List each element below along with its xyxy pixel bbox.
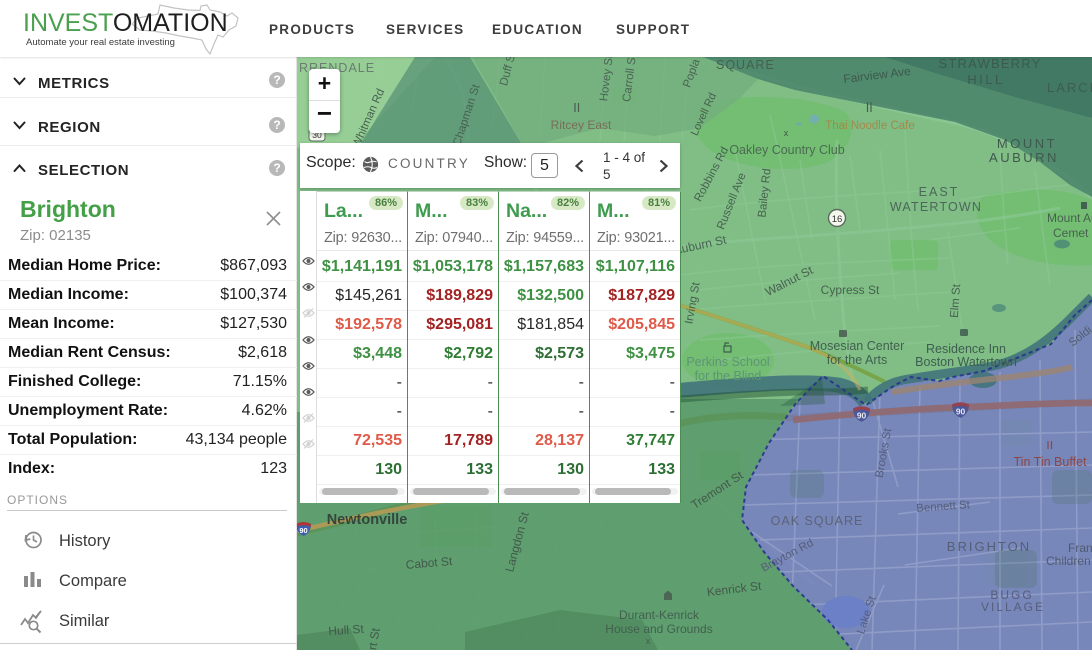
svg-text:Cypress St: Cypress St [821, 283, 880, 297]
svg-text:STRAWBERRY: STRAWBERRY [938, 57, 1041, 71]
svg-text:Tin Tin Buffet: Tin Tin Buffet [1014, 455, 1087, 469]
svg-text:Bennett St: Bennett St [916, 499, 971, 515]
svg-text:x: x [646, 636, 651, 646]
svg-text:90: 90 [299, 526, 307, 535]
svg-text:Mount Au: Mount Au [1047, 211, 1092, 225]
svg-text:90: 90 [956, 407, 966, 417]
svg-text:BRIGHTON: BRIGHTON [947, 539, 1031, 554]
svg-text:VILLAGE: VILLAGE [981, 600, 1045, 614]
svg-text:Carroll St: Carroll St [621, 57, 639, 103]
svg-text:for the Blind: for the Blind [695, 369, 762, 383]
svg-text:EAST: EAST [919, 185, 960, 199]
svg-text:rt St: rt St [365, 626, 383, 650]
svg-text:Boston Watertown: Boston Watertown [915, 355, 1017, 369]
svg-text:x: x [784, 128, 789, 138]
svg-text:16: 16 [832, 214, 843, 225]
svg-text:Mosesian Center: Mosesian Center [810, 339, 905, 353]
svg-text:House and Grounds: House and Grounds [605, 622, 712, 636]
svg-text:WATERTOWN: WATERTOWN [890, 200, 982, 214]
svg-text:AUBURN: AUBURN [989, 150, 1059, 165]
svg-text:90: 90 [857, 411, 867, 421]
svg-text:Perkins School: Perkins School [686, 355, 769, 369]
svg-text:Kenrick St: Kenrick St [706, 579, 763, 600]
svg-text:for the Arts: for the Arts [827, 353, 887, 367]
svg-text:Elm St: Elm St [949, 283, 963, 318]
svg-text:BUGG: BUGG [990, 588, 1033, 602]
svg-text:Children: Children [1046, 554, 1091, 568]
svg-text:Oakley Country Club: Oakley Country Club [729, 143, 844, 157]
svg-text:Cabot St: Cabot St [405, 554, 453, 572]
svg-text:Bailey Rd: Bailey Rd [756, 168, 773, 218]
svg-text:Newtonville: Newtonville [327, 512, 408, 528]
svg-text:Residence Inn: Residence Inn [926, 342, 1006, 356]
svg-text:HILL: HILL [967, 72, 1004, 87]
svg-text:SQUARE: SQUARE [716, 58, 775, 72]
svg-text:Cemet: Cemet [1053, 226, 1089, 240]
svg-text:MOUNT: MOUNT [997, 136, 1057, 151]
svg-text:Hull St: Hull St [328, 622, 365, 638]
svg-text:30: 30 [312, 130, 322, 140]
svg-text:Thai Noodle Cafe: Thai Noodle Cafe [825, 120, 915, 132]
svg-text:Hovey St: Hovey St [598, 57, 616, 102]
svg-text:LARCHW: LARCHW [1047, 80, 1092, 95]
svg-text:Durant-Kenrick: Durant-Kenrick [619, 608, 700, 622]
svg-text:OAK SQUARE: OAK SQUARE [771, 514, 864, 528]
svg-text:Frank: Frank [1068, 541, 1092, 555]
svg-text:Ritcey East: Ritcey East [551, 118, 612, 132]
